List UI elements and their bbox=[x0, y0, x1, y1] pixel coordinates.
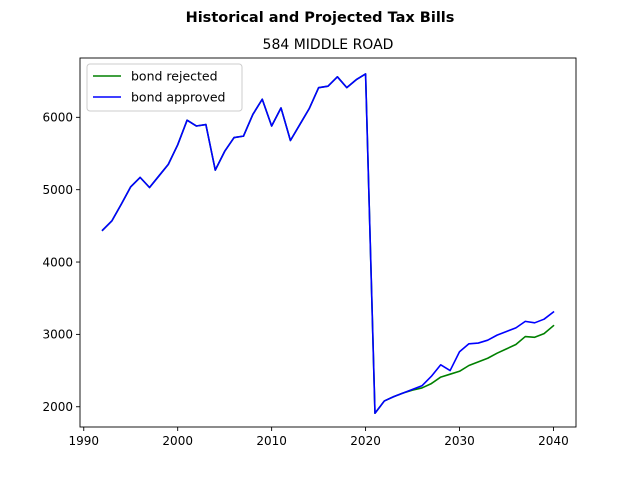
chart-suptitle: Historical and Projected Tax Bills bbox=[186, 10, 455, 26]
axes-border bbox=[79, 57, 577, 428]
x-tick-label: 1990 bbox=[68, 434, 99, 448]
y-tick-label: 4000 bbox=[42, 255, 73, 269]
x-tick-label: 2040 bbox=[538, 434, 569, 448]
plot-background bbox=[80, 58, 576, 427]
y-axis: 2000 3000 4000 5000 6000 bbox=[42, 111, 80, 414]
series-line-bond-approved bbox=[101, 73, 555, 415]
chart-title: 584 MIDDLE ROAD bbox=[263, 37, 394, 53]
x-tick-label: 2020 bbox=[350, 434, 381, 448]
y-tick-label: 3000 bbox=[42, 328, 73, 342]
x-tick-label: 2000 bbox=[162, 434, 193, 448]
legend-label: bond rejected bbox=[131, 69, 218, 84]
x-axis: 1990 2000 2010 2020 2030 2040 bbox=[68, 427, 569, 448]
x-tick-label: 2030 bbox=[444, 434, 475, 448]
y-tick-label: 5000 bbox=[42, 183, 73, 197]
legend-label: bond approved bbox=[131, 90, 225, 105]
series-lines bbox=[101, 73, 555, 415]
y-tick-label: 6000 bbox=[42, 111, 73, 125]
x-tick-label: 2010 bbox=[256, 434, 287, 448]
legend: bond rejected bond approved bbox=[86, 63, 243, 112]
legend-box bbox=[86, 63, 243, 112]
axes-frame bbox=[79, 57, 577, 428]
plot-area bbox=[80, 58, 576, 427]
y-tick-label: 2000 bbox=[42, 400, 73, 414]
